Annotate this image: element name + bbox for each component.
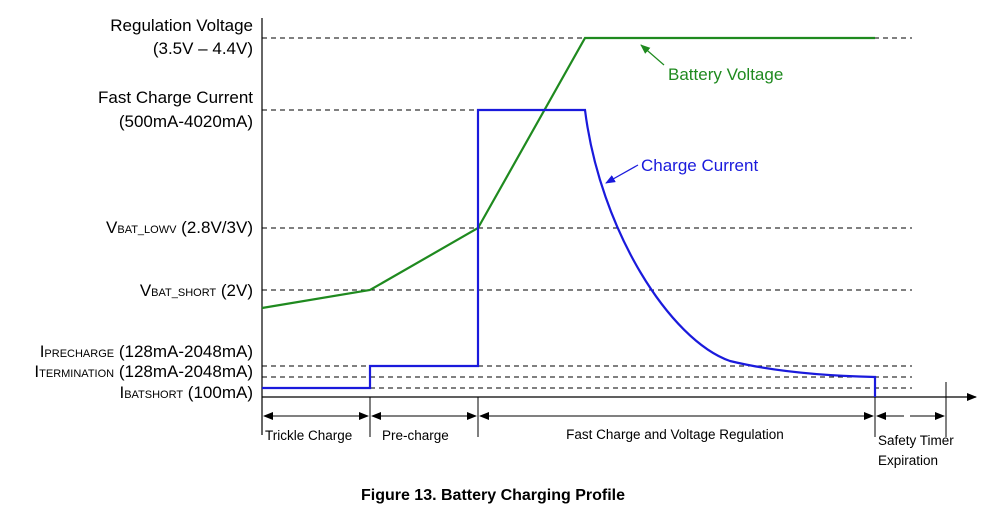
vbat-short-label: VBAT_SHORT (2V) bbox=[140, 281, 253, 300]
fast-charge-current-range: (500mA-4020mA) bbox=[119, 112, 253, 131]
phase-trickle-label: Trickle Charge bbox=[265, 428, 352, 443]
level-guides bbox=[262, 37, 912, 389]
vbat-lowv-label: VBAT_LOWV (2.8V/3V) bbox=[106, 218, 253, 237]
figure-caption: Figure 13. Battery Charging Profile bbox=[361, 487, 625, 504]
iprecharge-label: IPRECHARGE (128mA-2048mA) bbox=[40, 342, 253, 361]
fast-charge-current-title: Fast Charge Current bbox=[98, 88, 253, 107]
phase-safety-line1: Safety Timer bbox=[878, 433, 954, 448]
ibatshort-label: IBATSHORT (100mA) bbox=[119, 383, 253, 402]
phase-fast-label: Fast Charge and Voltage Regulation bbox=[566, 427, 784, 442]
charge-current-curve bbox=[262, 108, 877, 397]
phase-separators bbox=[369, 382, 947, 437]
phase-safety-line2: Expiration bbox=[878, 453, 938, 468]
battery-voltage-pointer bbox=[640, 44, 665, 66]
regulation-voltage-range: (3.5V – 4.4V) bbox=[153, 39, 253, 58]
itermination-label: ITERMINATION (128mA-2048mA) bbox=[34, 362, 253, 381]
regulation-voltage-title: Regulation Voltage bbox=[110, 16, 253, 35]
phase-precharge-label: Pre-charge bbox=[382, 428, 449, 443]
charge-current-label: Charge Current bbox=[641, 156, 758, 175]
battery-voltage-label: Battery Voltage bbox=[668, 65, 783, 84]
charge-current-pointer bbox=[605, 164, 639, 184]
